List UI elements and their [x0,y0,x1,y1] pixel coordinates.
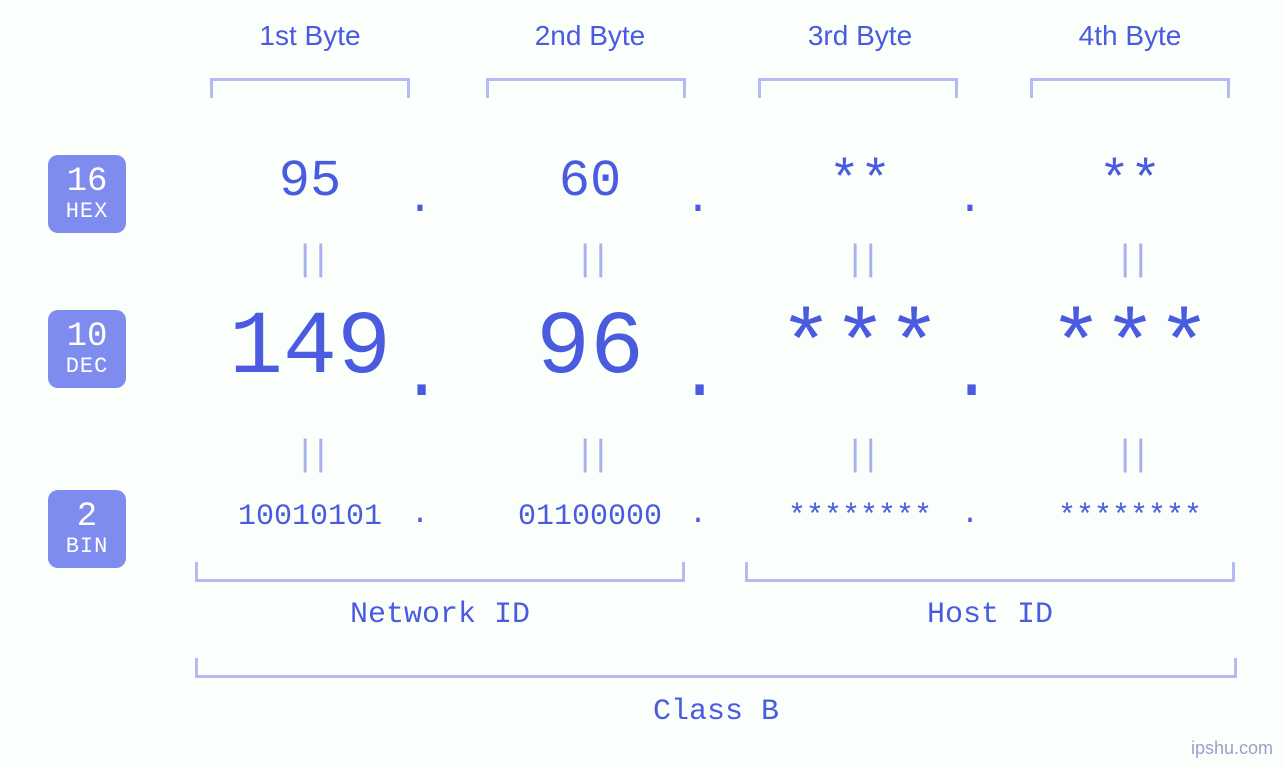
bin-base-number: 2 [48,500,126,536]
dec-byte-4: *** [1000,298,1260,400]
bin-byte-4: ******** [1000,500,1260,534]
eq-hex-dec-3: || [730,240,990,281]
hex-base-label: HEX [48,200,126,223]
bracket-byte-4 [1030,78,1230,98]
eq-dec-bin-4: || [1000,435,1260,476]
byte-3-header: 3rd Byte [730,20,990,52]
bin-dot-1: . [400,498,440,532]
bin-badge: 2 BIN [48,490,126,568]
bracket-network-id [195,562,685,582]
hex-base-number: 16 [48,165,126,201]
bracket-byte-1 [210,78,410,98]
dec-base-number: 10 [48,320,126,356]
dec-badge: 10 DEC [48,310,126,388]
eq-hex-dec-2: || [460,240,720,281]
byte-1-header: 1st Byte [180,20,440,52]
hex-dot-3: . [950,175,990,225]
hex-badge: 16 HEX [48,155,126,233]
bracket-byte-3 [758,78,958,98]
byte-4-header: 4th Byte [1000,20,1260,52]
dec-base-label: DEC [48,355,126,378]
hex-dot-2: . [678,175,718,225]
watermark: ipshu.com [1191,738,1273,759]
bin-base-label: BIN [48,535,126,558]
hex-dot-1: . [400,175,440,225]
eq-hex-dec-1: || [180,240,440,281]
bracket-byte-2 [486,78,686,98]
eq-hex-dec-4: || [1000,240,1260,281]
network-id-label: Network ID [195,598,685,632]
byte-2-header: 2nd Byte [460,20,720,52]
bin-dot-3: . [950,498,990,532]
bracket-host-id [745,562,1235,582]
dec-dot-1: . [400,335,440,417]
dec-dot-3: . [950,335,990,417]
bracket-class [195,658,1237,678]
eq-dec-bin-3: || [730,435,990,476]
eq-dec-bin-2: || [460,435,720,476]
dec-dot-2: . [678,335,718,417]
hex-byte-4: ** [1000,152,1260,211]
class-label: Class B [195,695,1237,729]
host-id-label: Host ID [745,598,1235,632]
bin-dot-2: . [678,498,718,532]
eq-dec-bin-1: || [180,435,440,476]
